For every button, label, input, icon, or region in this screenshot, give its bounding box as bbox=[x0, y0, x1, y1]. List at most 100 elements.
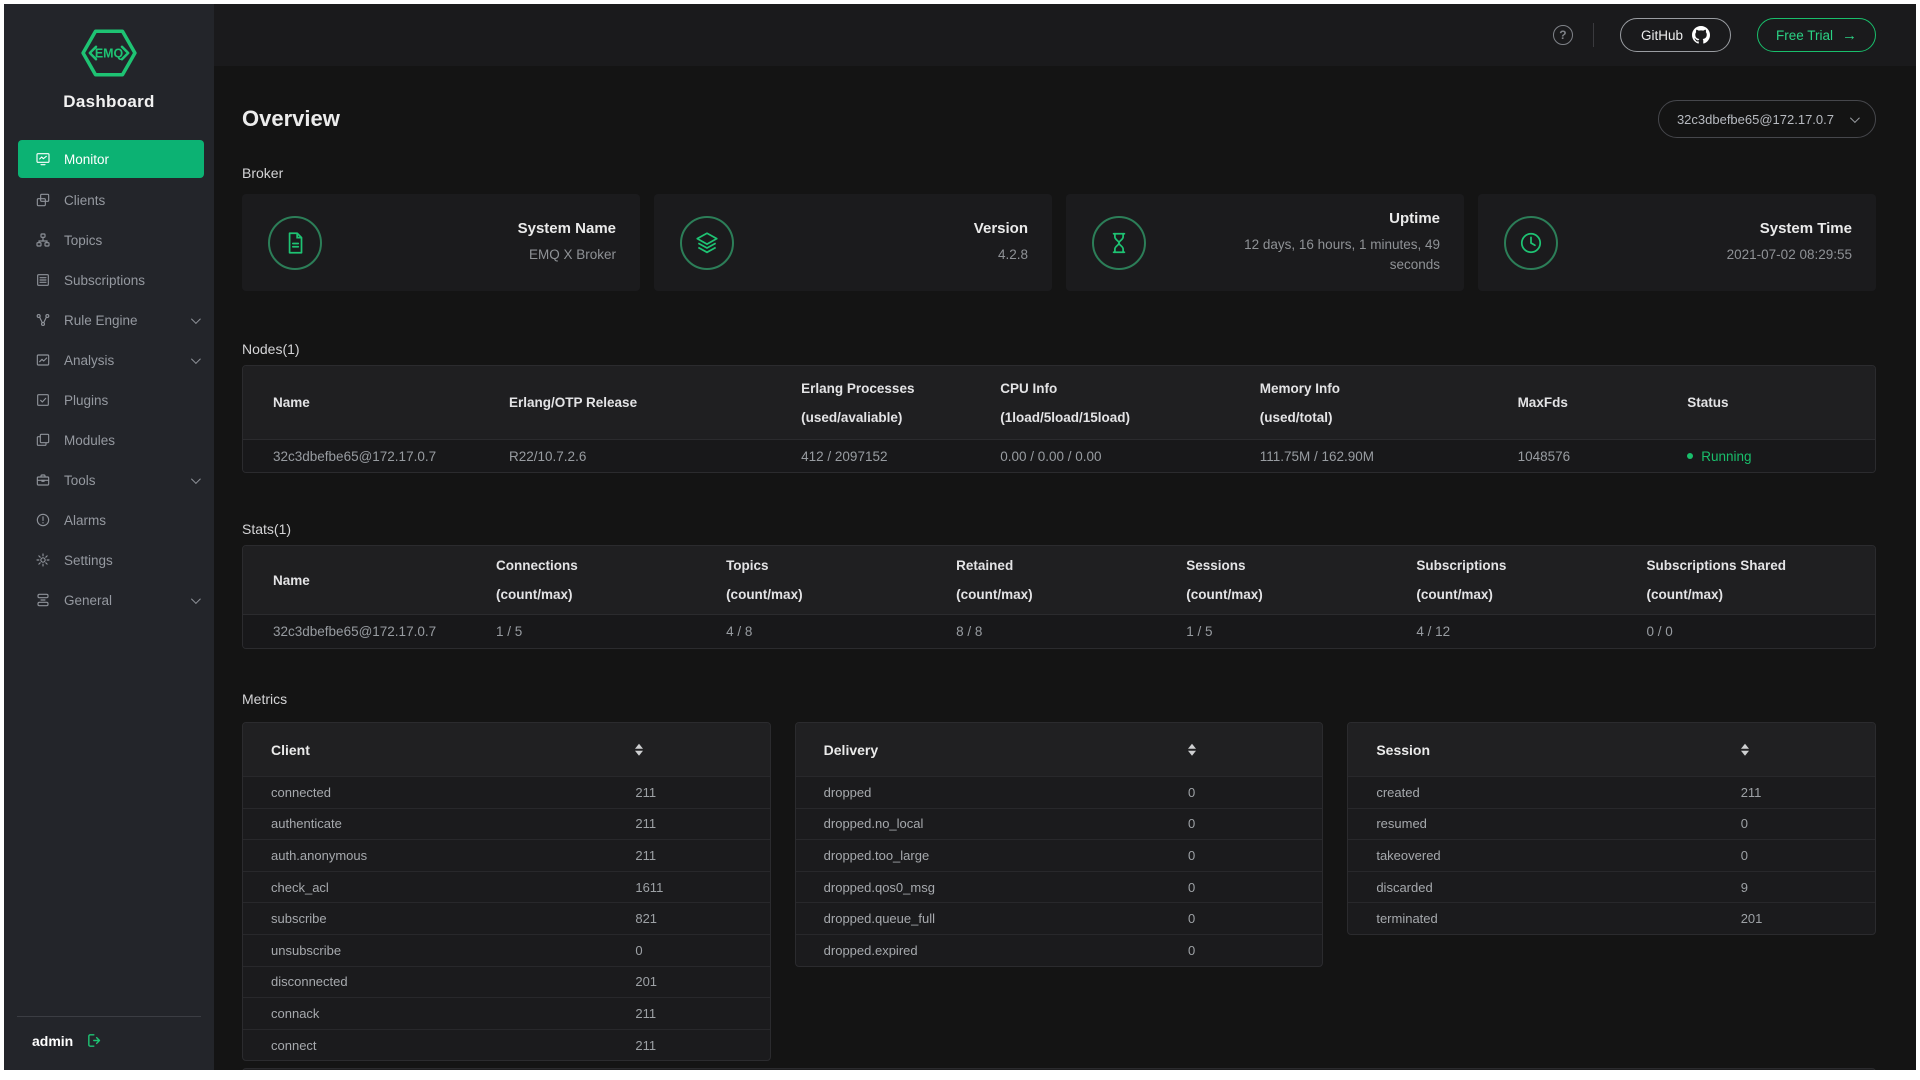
sidebar-item-alarms[interactable]: Alarms bbox=[4, 500, 214, 540]
version-card: Version 4.2.8 bbox=[654, 194, 1052, 291]
client-metrics-table: Client connected 211 authenticate 211 auth… bbox=[242, 722, 771, 1062]
broker-cards: System Name EMQ X Broker Version 4.2.8 U… bbox=[242, 194, 1876, 291]
sidebar: EMQ Dashboard Monitor Clients Topics Sub… bbox=[4, 4, 214, 1070]
app-title: Dashboard bbox=[63, 92, 155, 111]
metric-row: dropped.queue_full 0 bbox=[795, 902, 1323, 934]
metric-row: terminated 201 bbox=[1348, 902, 1875, 934]
metric-row: dropped.no_local 0 bbox=[795, 807, 1323, 840]
session-metrics-table: Session created 211 resumed 0 takeovered 0 … bbox=[1347, 722, 1876, 935]
sort-icon[interactable] bbox=[1188, 743, 1197, 756]
metric-row: resumed 0 bbox=[1348, 807, 1875, 840]
metric-row: dropped.expired 0 bbox=[795, 933, 1323, 966]
modules-icon bbox=[35, 432, 51, 448]
topics-icon bbox=[35, 232, 51, 248]
settings-icon bbox=[35, 552, 51, 568]
sidebar-item-label: General bbox=[64, 592, 113, 608]
arrow-right-icon: → bbox=[1842, 26, 1857, 44]
metric-row: connected 211 bbox=[243, 776, 770, 808]
chevron-down-icon bbox=[190, 353, 201, 364]
metrics-section-title: Metrics bbox=[242, 691, 288, 707]
nodes-table-header: Name Erlang/OTP Release Erlang Processes… bbox=[243, 366, 1875, 439]
node-selector[interactable]: 32c3dbefbe65@172.17.0.7 bbox=[1657, 100, 1876, 138]
sidebar-item-label: Alarms bbox=[64, 512, 107, 528]
node-name: 32c3dbefbe65@172.17.0.7 bbox=[273, 624, 437, 639]
clients-icon bbox=[35, 192, 51, 208]
hourglass-icon bbox=[1092, 215, 1146, 270]
emqx-logo: EMQ bbox=[4, 26, 214, 80]
chevron-down-icon bbox=[190, 593, 201, 604]
sidebar-item-analysis[interactable]: Analysis bbox=[4, 340, 214, 380]
sidebar-item-label: Topics bbox=[64, 232, 103, 248]
sidebar-item-tools[interactable]: Tools bbox=[4, 460, 214, 500]
metric-row: authenticate 211 bbox=[243, 807, 770, 840]
metric-row: unsubscribe 0 bbox=[243, 933, 770, 966]
table-row: 32c3dbefbe65@172.17.0.7 R22/10.7.2.6 412… bbox=[243, 439, 1875, 472]
sidebar-item-topics[interactable]: Topics bbox=[4, 220, 214, 260]
status-dot-icon bbox=[1687, 453, 1694, 459]
system-name-card: System Name EMQ X Broker bbox=[242, 194, 640, 291]
sidebar-item-label: Clients bbox=[64, 192, 106, 208]
sort-icon[interactable] bbox=[635, 743, 644, 756]
chevron-down-icon bbox=[190, 313, 201, 324]
divider bbox=[17, 1016, 201, 1017]
metric-row: takeovered 0 bbox=[1348, 839, 1875, 871]
github-button[interactable]: GitHub bbox=[1619, 18, 1731, 52]
metric-row: connect 211 bbox=[243, 1028, 770, 1061]
free-trial-button[interactable]: Free Trial → bbox=[1756, 18, 1876, 52]
chevron-down-icon bbox=[190, 473, 201, 484]
logout-icon[interactable] bbox=[86, 1032, 103, 1049]
github-icon bbox=[1691, 26, 1710, 44]
next-table-cutoff bbox=[242, 1068, 1876, 1070]
table-row: 32c3dbefbe65@172.17.0.7 1 / 5 4 / 8 8 / … bbox=[243, 614, 1875, 648]
metric-row: created 211 bbox=[1348, 776, 1875, 808]
metric-row: dropped 0 bbox=[795, 776, 1323, 808]
plugins-icon bbox=[35, 392, 51, 408]
help-icon[interactable]: ? bbox=[1552, 25, 1573, 45]
app-window: EMQ Dashboard Monitor Clients Topics Sub… bbox=[4, 4, 1916, 1070]
status-badge: Running bbox=[1687, 449, 1875, 464]
sidebar-item-clients[interactable]: Clients bbox=[4, 180, 214, 220]
nodes-table: Name Erlang/OTP Release Erlang Processes… bbox=[242, 365, 1876, 473]
general-icon bbox=[35, 592, 51, 608]
sidebar-item-plugins[interactable]: Plugins bbox=[4, 380, 214, 420]
stats-section-title: Stats(1) bbox=[242, 521, 292, 537]
topbar: ? GitHub Free Trial → bbox=[214, 4, 1916, 66]
document-icon bbox=[268, 215, 322, 270]
broker-section-title: Broker bbox=[242, 165, 284, 181]
metric-row: disconnected 201 bbox=[243, 965, 770, 998]
sidebar-item-general[interactable]: General bbox=[4, 580, 214, 620]
monitor-icon bbox=[35, 151, 51, 167]
sidebar-item-label: Monitor bbox=[64, 151, 110, 167]
sidebar-item-subscriptions[interactable]: Subscriptions bbox=[4, 260, 214, 300]
stats-table: Name Connections (count/max) Topics (count… bbox=[242, 545, 1876, 649]
metric-row: connack 211 bbox=[243, 997, 770, 1029]
layers-icon bbox=[680, 215, 734, 270]
node-name: 32c3dbefbe65@172.17.0.7 bbox=[273, 448, 437, 464]
sidebar-item-label: Analysis bbox=[64, 352, 115, 368]
stats-table-header: Name Connections (count/max) Topics (count… bbox=[243, 546, 1875, 614]
clock-icon bbox=[1504, 215, 1558, 270]
analysis-icon bbox=[35, 352, 51, 368]
metrics-grid: Client connected 211 authenticate 211 auth… bbox=[242, 722, 1876, 1062]
sidebar-item-rule-engine[interactable]: Rule Engine bbox=[4, 300, 214, 340]
metric-row: auth.anonymous 211 bbox=[243, 839, 770, 871]
tools-icon bbox=[35, 472, 51, 488]
metric-row: dropped.qos0_msg 0 bbox=[795, 870, 1323, 903]
sidebar-item-label: Subscriptions bbox=[64, 272, 146, 288]
delivery-metrics-table: Delivery dropped 0 dropped.no_local 0 drop… bbox=[794, 722, 1324, 967]
nodes-section-title: Nodes(1) bbox=[242, 341, 300, 357]
sidebar-item-label: Plugins bbox=[64, 392, 109, 408]
sidebar-item-monitor[interactable]: Monitor bbox=[18, 140, 204, 178]
subscriptions-icon bbox=[35, 272, 51, 288]
chevron-down-icon bbox=[1849, 112, 1860, 123]
content: Overview 32c3dbefbe65@172.17.0.7 Broker … bbox=[214, 66, 1916, 1070]
uptime-card: Uptime 12 days, 16 hours, 1 minutes, 49 … bbox=[1066, 194, 1464, 291]
sidebar-item-settings[interactable]: Settings bbox=[4, 540, 214, 580]
alarms-icon bbox=[35, 512, 51, 528]
sort-icon[interactable] bbox=[1740, 743, 1749, 756]
username-label: admin bbox=[32, 1032, 74, 1049]
system-time-card: System Time 2021-07-02 08:29:55 bbox=[1478, 194, 1876, 291]
sidebar-item-modules[interactable]: Modules bbox=[4, 420, 214, 460]
sidebar-item-label: Modules bbox=[64, 432, 116, 448]
svg-text:EMQ: EMQ bbox=[95, 47, 124, 61]
